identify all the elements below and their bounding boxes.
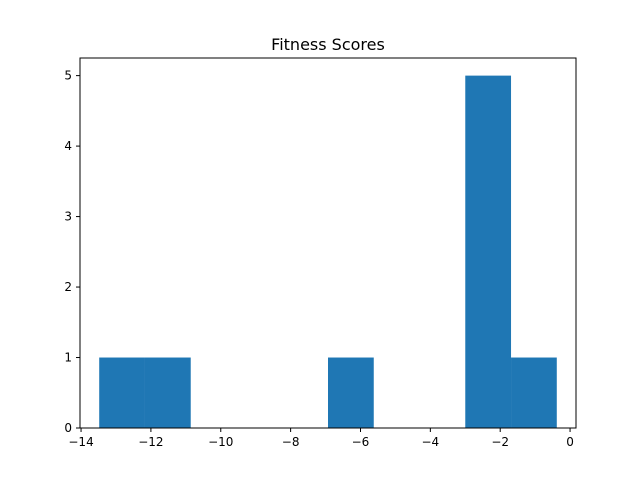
chart-title: Fitness Scores xyxy=(271,35,385,54)
histogram-bar-8 xyxy=(465,75,512,428)
y-tick-label: 5 xyxy=(64,69,72,83)
histogram-bar-9 xyxy=(511,357,557,428)
y-tick-label: 4 xyxy=(64,139,72,153)
y-axis: 0 1 2 3 4 5 xyxy=(64,69,80,435)
x-axis: −14 −12 −10 −8 −6 −4 −2 0 xyxy=(68,428,574,449)
histogram-bar-5 xyxy=(328,357,374,428)
y-tick-label: 0 xyxy=(64,421,72,435)
x-tick-label: −8 xyxy=(282,435,300,449)
plot-frame xyxy=(79,57,577,429)
x-tick-label: −6 xyxy=(352,435,370,449)
x-tick-label: −2 xyxy=(491,435,509,449)
x-tick-label: −14 xyxy=(68,435,93,449)
x-tick-label: 0 xyxy=(566,435,574,449)
histogram-bar-1 xyxy=(144,357,191,428)
x-tick-label: −12 xyxy=(138,435,163,449)
y-tick-label: 3 xyxy=(64,210,72,224)
x-tick-label: −4 xyxy=(421,435,439,449)
histogram-bar-0 xyxy=(99,357,145,428)
bars-group xyxy=(99,75,557,428)
x-tick-label: −10 xyxy=(208,435,233,449)
y-tick-label: 2 xyxy=(64,280,72,294)
y-tick-label: 1 xyxy=(64,351,72,365)
